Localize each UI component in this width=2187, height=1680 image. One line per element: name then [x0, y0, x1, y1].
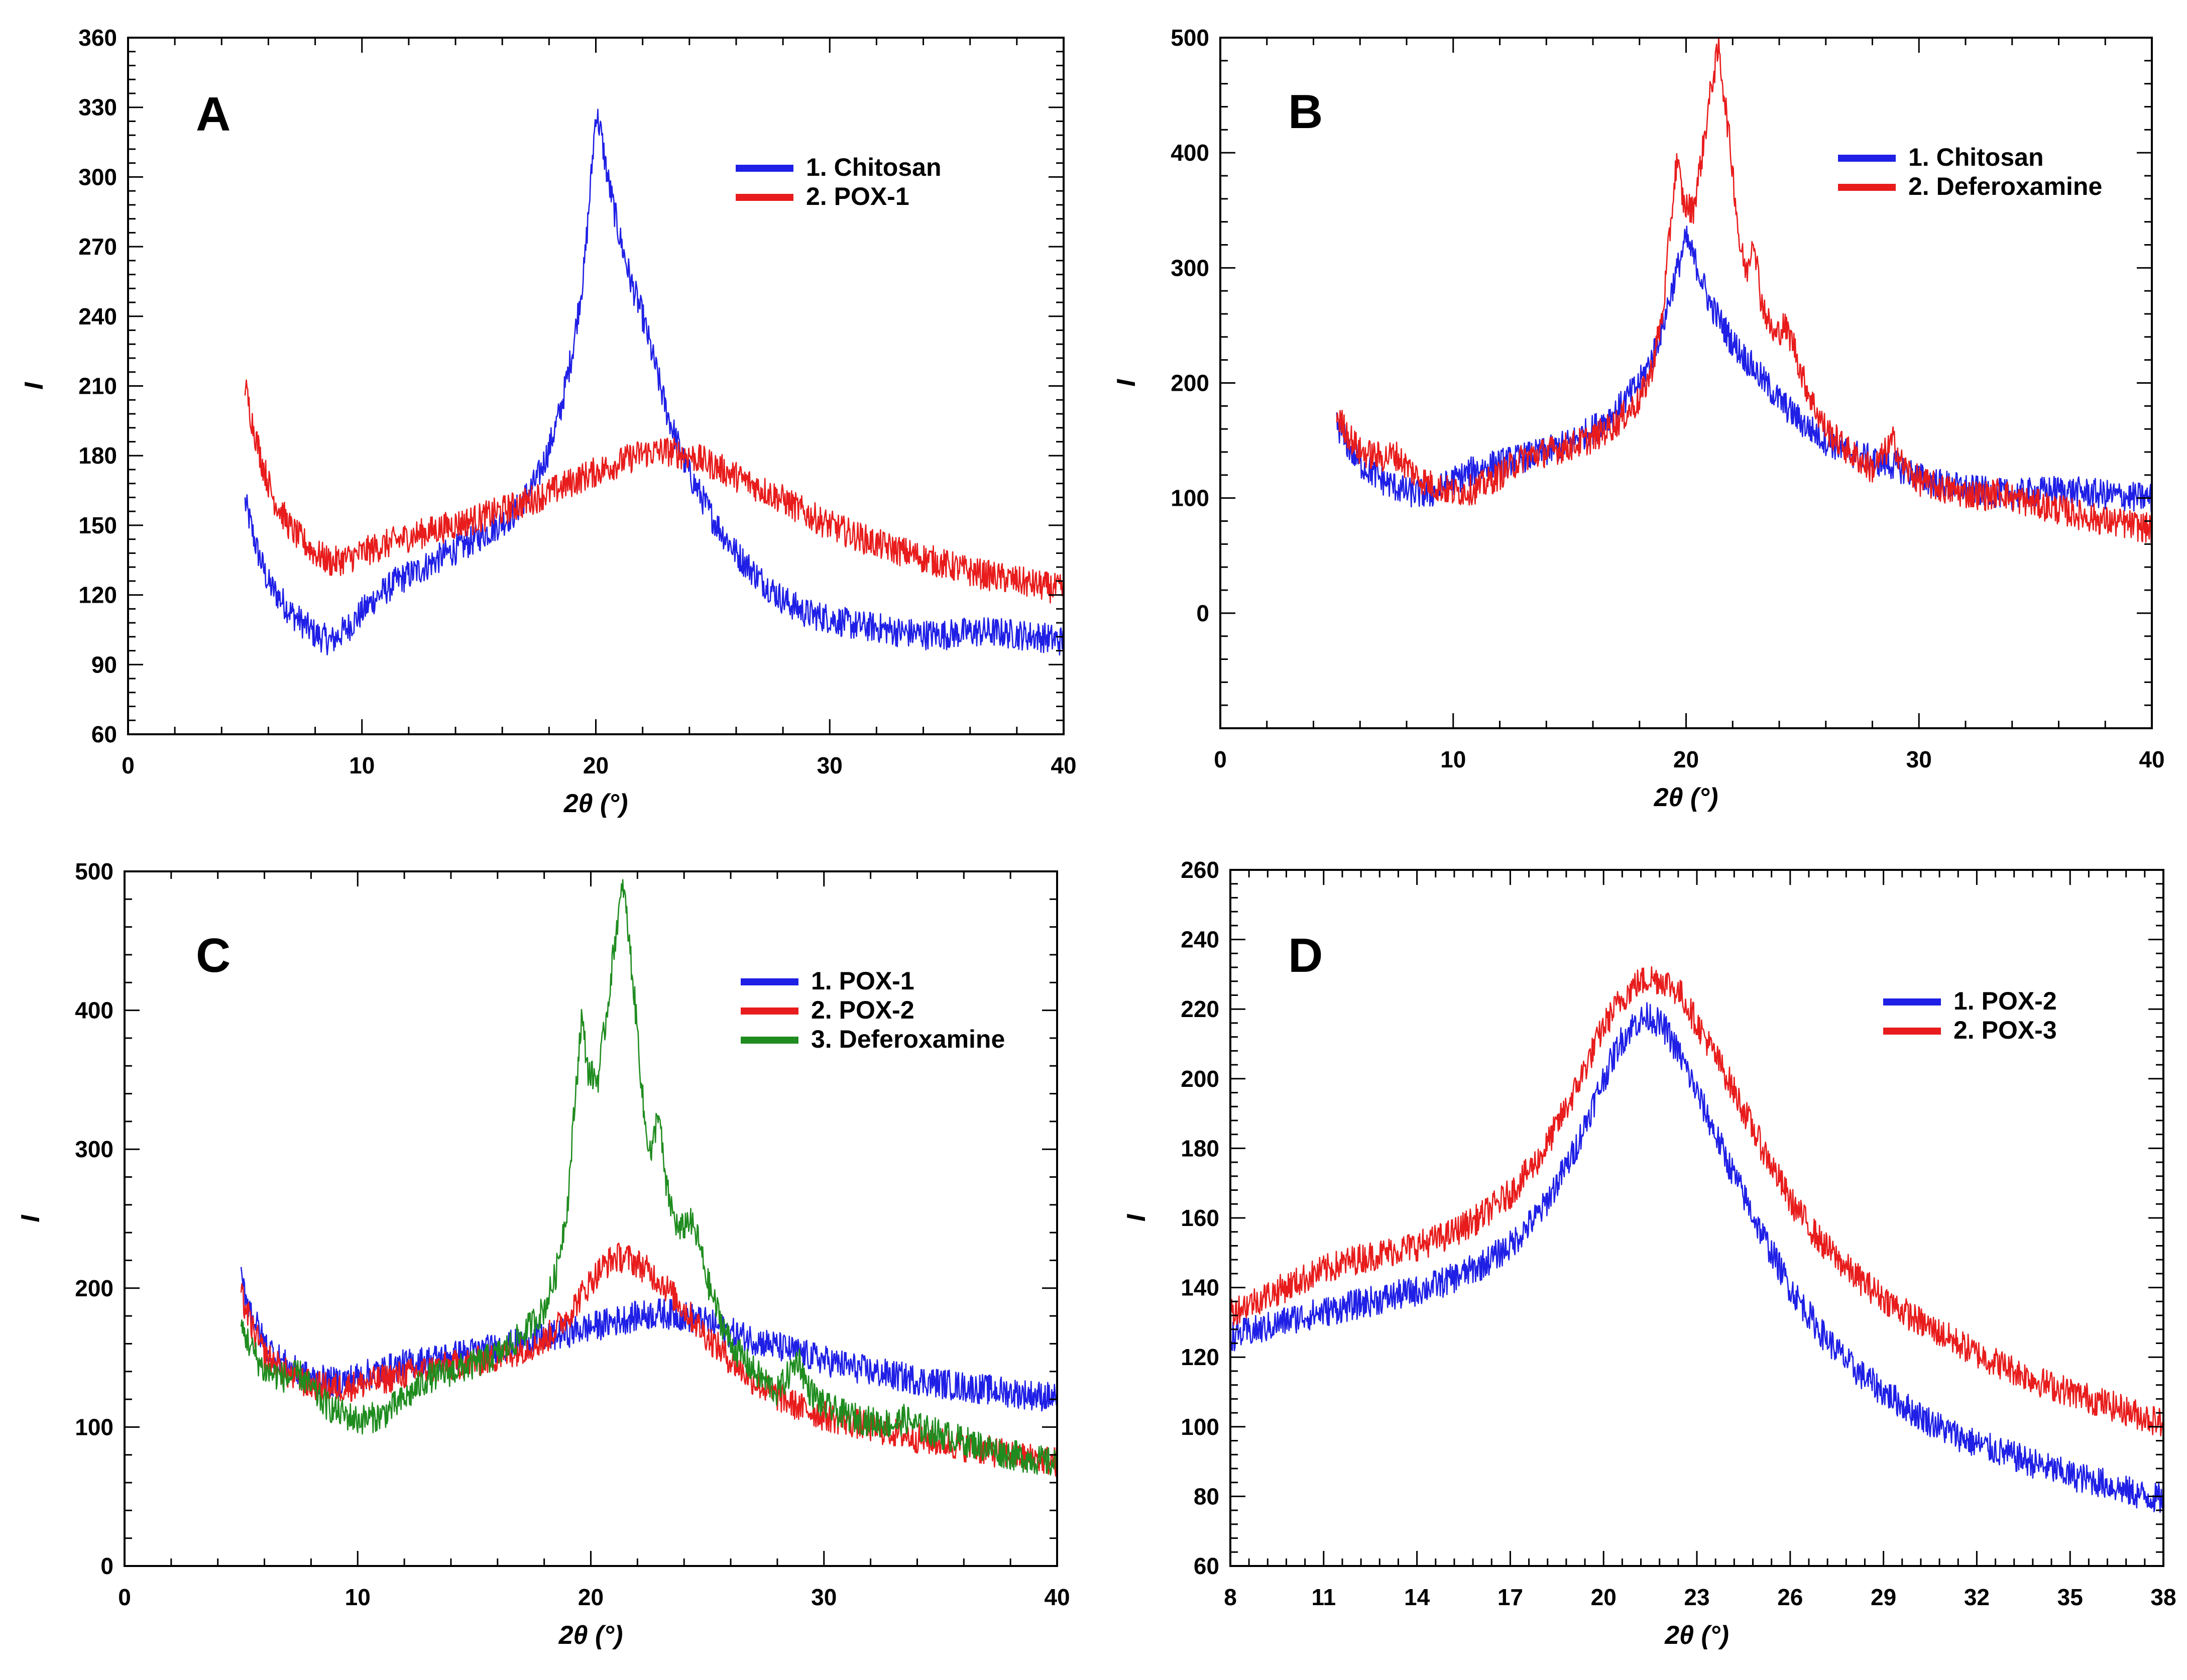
y-tick-label: 0 — [100, 1553, 113, 1579]
y-tick-label: 240 — [1181, 927, 1219, 953]
legend-entry: 3. Deferoxamine — [811, 1025, 1005, 1053]
y-tick-label: 240 — [78, 303, 117, 329]
x-tick-label: 0 — [118, 1584, 131, 1610]
panel-letter: B — [1288, 85, 1323, 139]
x-axis-label: 2θ (°) — [563, 789, 628, 818]
legend-entry: 2. POX-3 — [1953, 1016, 2057, 1044]
panel-a: 0 10 20 30 40 60 90 120 150 180 210 240 270 300 330 360… — [20, 25, 1077, 818]
legend-entry: 2. Deferoxamine — [1908, 172, 2102, 200]
x-tick-label: 11 — [1311, 1584, 1336, 1610]
x-tick-label: 38 — [2150, 1584, 2176, 1610]
legend-entry: 2. POX-2 — [811, 996, 914, 1024]
y-tick-label: 180 — [1181, 1135, 1219, 1161]
y-tick-label: 360 — [78, 25, 117, 51]
y-tick-label: 330 — [78, 94, 117, 121]
y-axis-label: I — [1122, 1213, 1151, 1221]
y-tick-label: 120 — [78, 582, 117, 608]
x-tick-label: 40 — [1051, 752, 1076, 778]
legend-entry: 2. POX-1 — [806, 182, 909, 210]
y-tick-label: 500 — [1171, 25, 1209, 51]
y-tick-label: 500 — [75, 858, 113, 884]
y-tick-label: 220 — [1181, 996, 1219, 1022]
panel-letter: A — [196, 87, 231, 141]
y-tick-label: 270 — [78, 234, 117, 260]
x-tick-label: 20 — [1673, 746, 1699, 772]
series-line-1 — [1230, 1002, 2163, 1513]
x-tick-label: 32 — [1964, 1584, 1990, 1610]
y-tick-label: 0 — [1196, 600, 1209, 626]
y-tick-label: 160 — [1181, 1205, 1219, 1231]
y-tick-label: 200 — [1171, 370, 1209, 396]
x-tick-label: 30 — [817, 752, 843, 778]
x-tick-label: 10 — [349, 752, 375, 778]
x-tick-label: 40 — [1044, 1584, 1070, 1610]
x-tick-label: 0 — [1214, 746, 1227, 772]
x-tick-label: 17 — [1498, 1584, 1523, 1610]
y-tick-label: 300 — [1171, 255, 1209, 281]
y-tick-label: 300 — [78, 164, 117, 190]
y-tick-label: 300 — [75, 1136, 113, 1162]
series-line-2 — [240, 1243, 1057, 1477]
y-tick-label: 100 — [1171, 485, 1209, 511]
x-tick-label: 26 — [1777, 1584, 1803, 1610]
y-axis-label: I — [20, 382, 49, 390]
y-tick-label: 150 — [78, 512, 117, 538]
y-tick-label: 400 — [1171, 140, 1209, 166]
y-tick-label: 200 — [1181, 1066, 1219, 1092]
x-tick-label: 30 — [1906, 746, 1932, 772]
legend-entry: 1. POX-2 — [1953, 987, 2057, 1015]
y-tick-label: 90 — [91, 651, 117, 678]
y-tick-label: 140 — [1181, 1275, 1219, 1301]
panel-letter: D — [1288, 929, 1323, 982]
series-line-2 — [1336, 38, 2152, 543]
series-line-2 — [244, 379, 1064, 604]
x-tick-label: 29 — [1871, 1584, 1896, 1610]
x-tick-label: 20 — [1591, 1584, 1617, 1610]
series-line-1 — [244, 108, 1064, 656]
y-axis-label: I — [16, 1214, 45, 1222]
x-tick-label: 23 — [1684, 1584, 1709, 1610]
x-axis-label: 2θ (°) — [1664, 1621, 1729, 1650]
y-tick-label: 400 — [75, 997, 113, 1024]
x-tick-label: 20 — [578, 1584, 604, 1610]
y-tick-label: 210 — [78, 373, 117, 399]
y-tick-label: 100 — [1181, 1414, 1219, 1440]
x-tick-label: 40 — [2139, 746, 2164, 772]
legend-entry: 1. Chitosan — [1908, 143, 2043, 171]
series-line-2 — [1230, 966, 2163, 1437]
x-tick-label: 0 — [122, 752, 135, 778]
x-tick-label: 10 — [345, 1584, 371, 1610]
y-tick-label: 60 — [91, 721, 117, 747]
panel-letter: C — [196, 929, 231, 982]
x-tick-label: 30 — [811, 1584, 837, 1610]
x-tick-label: 35 — [2057, 1584, 2083, 1610]
x-tick-label: 8 — [1224, 1584, 1237, 1610]
y-tick-label: 120 — [1181, 1344, 1219, 1370]
panel-d: 8 11 14 17 20 23 26 29 32 35 38 60 80 100 120 140 160 180… — [1122, 857, 2176, 1650]
legend-entry: 1. Chitosan — [806, 153, 941, 181]
y-tick-label: 100 — [75, 1414, 113, 1440]
legend-entry: 1. POX-1 — [811, 967, 914, 995]
x-tick-label: 14 — [1404, 1584, 1430, 1610]
x-tick-label: 20 — [583, 752, 609, 778]
legend: 1. POX-22. POX-3 — [1883, 987, 2057, 1044]
x-tick-label: 10 — [1440, 746, 1466, 772]
y-axis-label: I — [1112, 379, 1141, 387]
legend: 1. POX-12. POX-23. Deferoxamine — [741, 967, 1005, 1053]
x-axis-label: 2θ (°) — [1654, 783, 1718, 812]
y-tick-label: 200 — [75, 1275, 113, 1301]
x-axis-label: 2θ (°) — [558, 1621, 623, 1650]
y-tick-label: 80 — [1194, 1483, 1219, 1509]
series-line-3 — [240, 879, 1057, 1476]
y-tick-label: 60 — [1194, 1553, 1219, 1579]
y-tick-label: 180 — [78, 442, 117, 469]
y-tick-label: 260 — [1181, 857, 1219, 883]
